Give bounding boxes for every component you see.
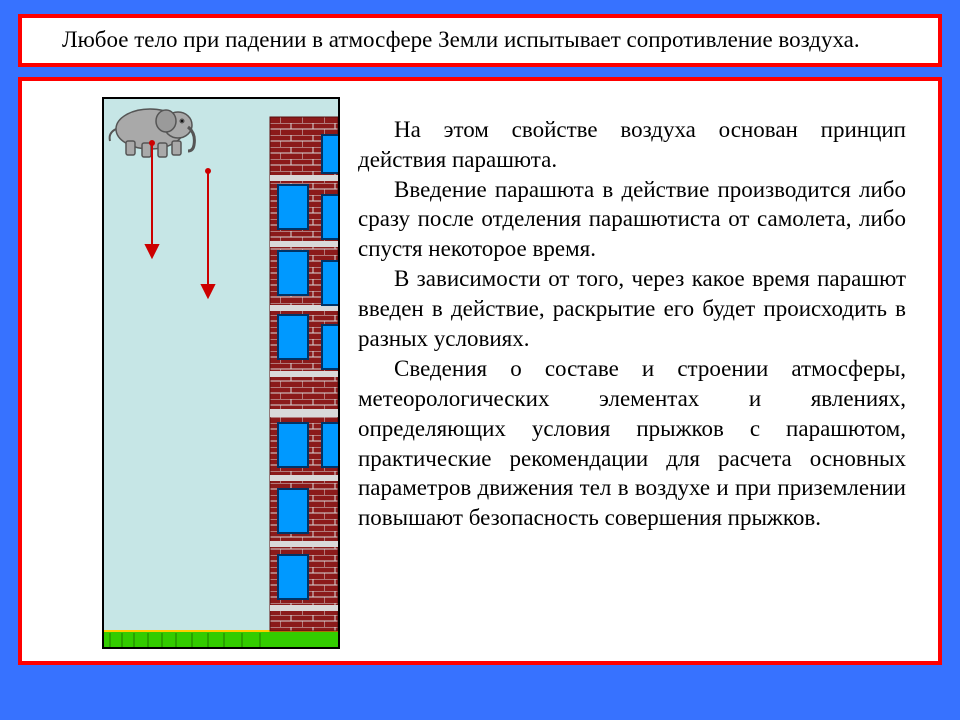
paragraph-4: Сведения о составе и строении атмосферы,… (358, 354, 906, 533)
body-text: На этом свойстве воздуха основан принцип… (348, 91, 924, 533)
paragraph-3: В зависимости от того, через какое время… (358, 264, 906, 354)
content-box: На этом свойстве воздуха основан принцип… (18, 77, 942, 665)
slide-page: Любое тело при падении в атмосфере Земли… (0, 0, 960, 720)
building (270, 117, 338, 631)
intro-box: Любое тело при падении в атмосфере Земли… (18, 14, 942, 67)
illustration (102, 97, 340, 649)
paragraph-2: Введение парашюта в действие производитс… (358, 175, 906, 265)
intro-text: Любое тело при падении в атмосфере Земли… (34, 26, 926, 55)
falling-body-diagram (104, 99, 338, 647)
paragraph-1: На этом свойстве воздуха основан принцип… (358, 115, 906, 175)
